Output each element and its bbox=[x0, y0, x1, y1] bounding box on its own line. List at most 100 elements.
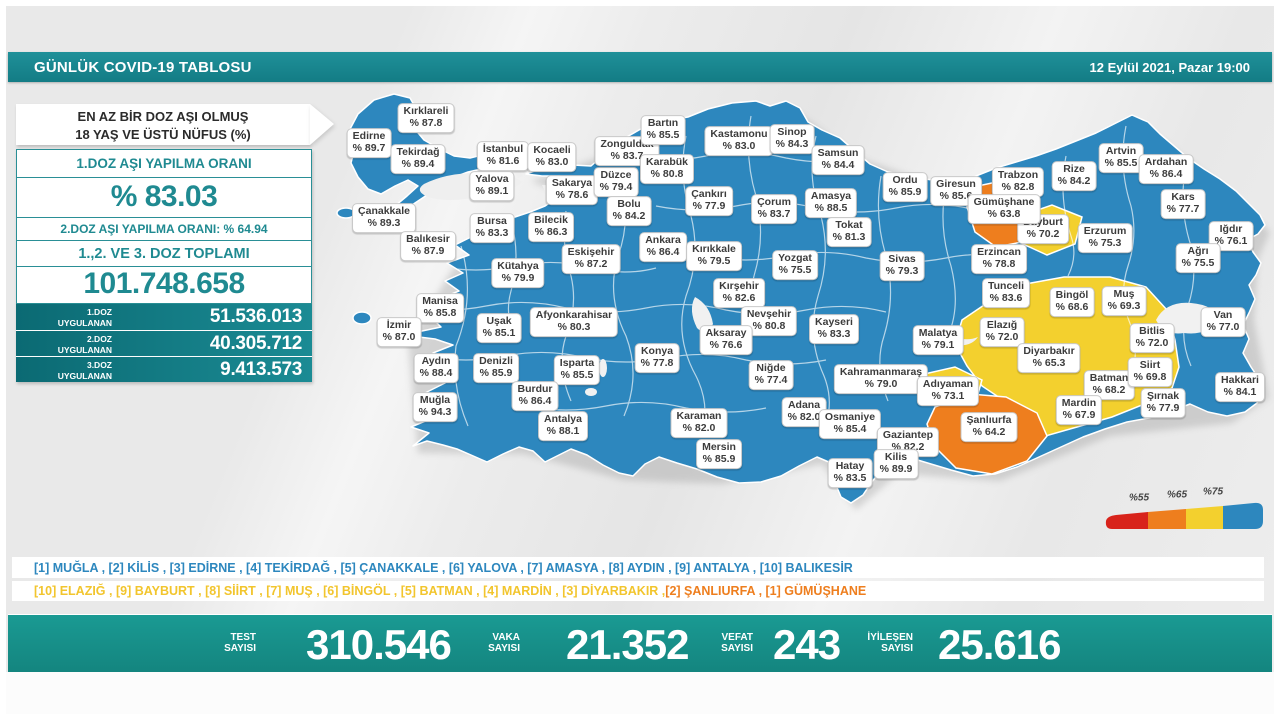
island bbox=[352, 311, 372, 325]
province-label: Erzincan% 78.8 bbox=[971, 244, 1027, 274]
info-box: EN AZ BİR DOZ AŞI OLMUŞ 18 YAŞ VE ÜSTÜ N… bbox=[16, 104, 310, 145]
province-label: Burdur% 86.4 bbox=[511, 381, 559, 411]
dose-row-3: 3.DOZ UYGULANAN 9.413.573 bbox=[16, 356, 312, 382]
info-line1: EN AZ BİR DOZ AŞI OLMUŞ bbox=[77, 109, 249, 124]
lake-burdur bbox=[585, 388, 597, 396]
province-label: Aksaray% 76.6 bbox=[699, 325, 753, 355]
province-label: Ardahan% 86.4 bbox=[1138, 154, 1194, 184]
province-label: Sinop% 84.3 bbox=[769, 124, 815, 154]
case-count-value: 21.352 bbox=[566, 621, 689, 668]
province-label: Mardin% 67.9 bbox=[1055, 395, 1103, 425]
province-label: Çanakkale% 89.3 bbox=[352, 203, 416, 233]
daily-stats-bar: TEST SAYISI 310.546 VAKA SAYISI 21.352 VEF… bbox=[8, 615, 1272, 672]
province-label: Karaman% 82.0 bbox=[670, 408, 728, 438]
province-label: Malatya% 79.1 bbox=[912, 325, 964, 355]
top10-lowest-provinces: [10] ELAZIĞ , [9] BAYBURT , [8] SİİRT , … bbox=[12, 581, 1264, 601]
province-label: Kahramanmaraş% 79.0 bbox=[833, 364, 929, 394]
province-label: Hatay% 83.5 bbox=[827, 458, 873, 488]
province-label: Kilis% 89.9 bbox=[873, 449, 919, 479]
vaccination-summary-box: 1.DOZ AŞI YAPILMA ORANI % 83.03 2.DOZ AŞ… bbox=[16, 149, 312, 304]
province-label: İzmir% 87.0 bbox=[376, 317, 422, 347]
footer-background bbox=[6, 672, 1274, 714]
province-label: Denizli% 85.9 bbox=[473, 353, 519, 383]
province-label: Kütahya% 79.9 bbox=[491, 258, 545, 288]
province-label: Eskişehir% 87.2 bbox=[561, 244, 621, 274]
province-label: Diyarbakır% 65.3 bbox=[1017, 343, 1081, 373]
province-label-layer: Edirne% 89.7 Kırklareli% 87.8 Tekirdağ% 89… bbox=[6, 6, 1274, 714]
province-label: Çorum% 83.7 bbox=[751, 194, 797, 224]
province-label: Elazığ% 72.0 bbox=[979, 317, 1025, 347]
total-doses-label: 1.,2. VE 3. DOZ TOPLAMI bbox=[17, 241, 311, 267]
province-label: Kayseri% 83.3 bbox=[809, 314, 859, 344]
province-label: Sivas% 79.3 bbox=[879, 251, 925, 281]
province-label: Kırşehir% 82.6 bbox=[713, 278, 765, 308]
lake-egirdir bbox=[599, 359, 607, 377]
province-label: Rize% 84.2 bbox=[1051, 161, 1097, 191]
province-label: Düzce% 79.4 bbox=[593, 167, 639, 197]
province-label: Osmaniye% 85.4 bbox=[818, 409, 882, 439]
dose-row-label: 2.DOZ bbox=[86, 334, 112, 344]
province-label: Adıyaman% 73.1 bbox=[916, 376, 980, 406]
province-label: Kastamonu% 83.0 bbox=[704, 126, 774, 156]
death-count-label: VEFAT SAYISI bbox=[721, 632, 753, 654]
total-doses-value: 101.748.658 bbox=[83, 267, 245, 300]
province-label: Kars% 77.7 bbox=[1160, 189, 1206, 219]
province-label: Bitlis% 72.0 bbox=[1129, 323, 1175, 353]
dose-row-label: 1.DOZ bbox=[86, 307, 112, 317]
province-label: Batman% 68.2 bbox=[1083, 370, 1135, 400]
province-label: Antalya% 88.1 bbox=[538, 411, 588, 441]
province-label: Konya% 77.8 bbox=[634, 343, 680, 373]
province-label: Kocaeli% 83.0 bbox=[527, 142, 577, 172]
top10-highest-text: [1] MUĞLA , [2] KİLİS , [3] EDİRNE , [4]… bbox=[34, 560, 853, 575]
dose1-rate-label: 1.DOZ AŞI YAPILMA ORANI bbox=[17, 150, 311, 178]
province-label: Erzurum% 75.3 bbox=[1077, 223, 1133, 253]
province-label: Siirt% 69.8 bbox=[1127, 357, 1173, 387]
province-label: Trabzon% 82.8 bbox=[991, 167, 1045, 197]
province-label: Muğla% 94.3 bbox=[412, 392, 458, 422]
province-label: Tunceli% 83.6 bbox=[982, 278, 1030, 308]
province-label: Kırklareli% 87.8 bbox=[397, 103, 455, 133]
recovered-count-label: İYİLEŞEN SAYISI bbox=[867, 632, 913, 654]
province-label: Amasya% 88.5 bbox=[804, 188, 858, 218]
info-line2: 18 YAŞ VE ÜSTÜ NÜFUS (%) bbox=[75, 126, 251, 142]
dose-row-value: 40.305.712 bbox=[209, 333, 302, 354]
province-label: Şırnak% 77.9 bbox=[1140, 388, 1186, 418]
province-label: Samsun% 84.4 bbox=[811, 145, 865, 175]
dose-row-2: 2.DOZ UYGULANAN 40.305.712 bbox=[16, 330, 312, 356]
province-label: Hakkari% 84.1 bbox=[1215, 372, 1265, 402]
death-count-value: 243 bbox=[773, 621, 841, 668]
lowest-orange-text: [2] ŞANLIURFA , [1] GÜMÜŞHANE bbox=[665, 584, 867, 598]
legend-label-75: %75 bbox=[1202, 486, 1224, 498]
test-count-label: TEST SAYISI bbox=[224, 632, 256, 654]
page-title: GÜNLÜK COVID-19 TABLOSU bbox=[34, 58, 252, 76]
province-label: Yalova% 89.1 bbox=[469, 171, 515, 201]
province-label: Isparta% 85.5 bbox=[553, 355, 601, 385]
dose-row-1: 1.DOZ UYGULANAN 51.536.013 bbox=[16, 304, 312, 330]
province-label: Niğde% 77.4 bbox=[748, 360, 794, 390]
province-label: Bingöl% 68.6 bbox=[1049, 287, 1095, 317]
lake-tuz bbox=[691, 297, 713, 332]
dose2-rate-line: 2.DOZ AŞI YAPILMA ORANI: % 64.94 bbox=[17, 218, 311, 241]
province-label: Ağrı% 75.5 bbox=[1175, 243, 1221, 273]
province-label: Iğdır% 76.1 bbox=[1208, 221, 1254, 251]
province-label: İstanbul% 81.6 bbox=[476, 141, 530, 171]
province-label: Ankara% 86.4 bbox=[639, 232, 687, 262]
legend-label-55: %55 bbox=[1128, 492, 1150, 504]
province-label: Balıkesir% 87.9 bbox=[400, 231, 456, 261]
province-label: Van% 77.0 bbox=[1200, 307, 1246, 337]
province-label: Edirne% 89.7 bbox=[346, 128, 392, 158]
lowest-yellow-text: [10] ELAZIĞ , [9] BAYBURT , [8] SİİRT , … bbox=[34, 584, 666, 598]
legend-wedge bbox=[1105, 502, 1263, 529]
province-label: Gümüşhane% 63.8 bbox=[967, 194, 1041, 224]
header-bar: GÜNLÜK COVID-19 TABLOSU 12 Eylül 2021, P… bbox=[8, 52, 1272, 82]
header-datetime: 12 Eylül 2021, Pazar 19:00 bbox=[1089, 59, 1250, 75]
dose-row-label: 3.DOZ bbox=[86, 360, 112, 370]
dose-row-value: 51.536.013 bbox=[209, 306, 302, 327]
province-label: Artvin% 85.5 bbox=[1098, 143, 1144, 173]
legend-label-65: %65 bbox=[1166, 489, 1188, 501]
province-label: Aydın% 88.4 bbox=[413, 353, 459, 383]
province-label: Nevşehir% 80.8 bbox=[740, 306, 798, 336]
province-label: Bartın% 85.5 bbox=[640, 115, 686, 145]
dose-row-value: 9.413.573 bbox=[220, 359, 302, 380]
